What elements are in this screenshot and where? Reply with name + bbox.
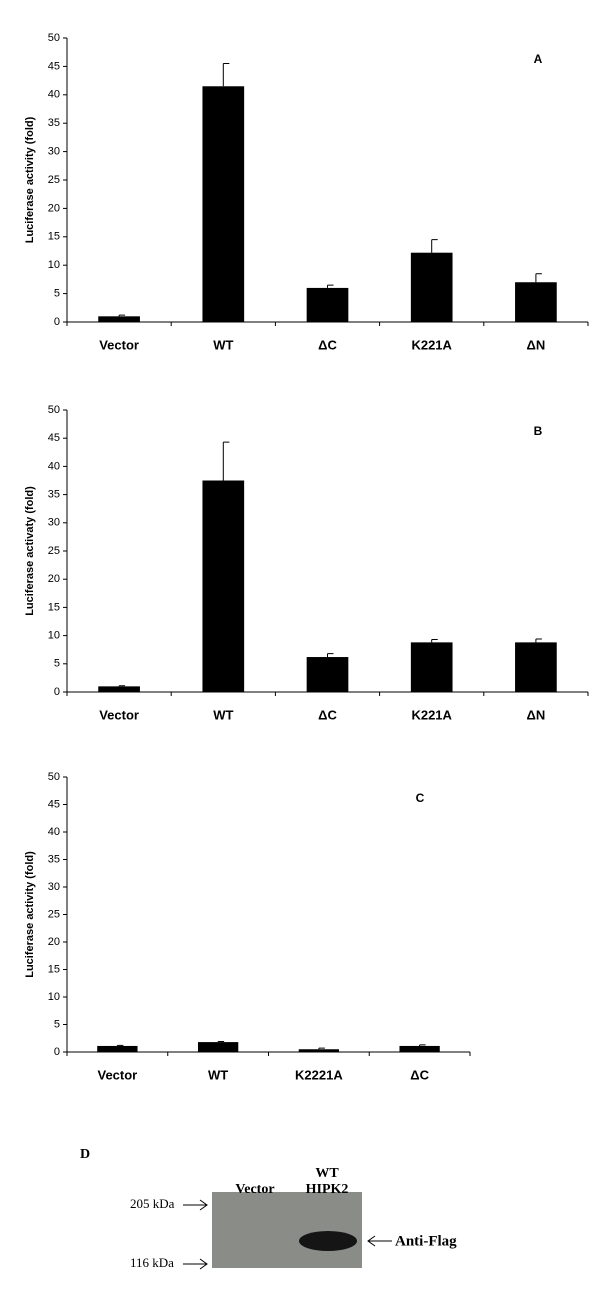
blot-image: [212, 1192, 362, 1268]
bar: [197, 1042, 239, 1052]
y-tick-label: 25: [48, 174, 60, 186]
x-tick-label: Vector: [98, 1067, 138, 1082]
error-bar: [431, 639, 438, 643]
x-tick-label: ΔC: [318, 707, 337, 722]
arrow: [183, 1199, 208, 1211]
y-tick-label: 40: [48, 460, 60, 472]
y-tick-label: 15: [48, 963, 60, 975]
y-tick-label: 10: [48, 630, 60, 642]
error-bar: [318, 1047, 325, 1050]
bar: [410, 642, 453, 692]
x-tick-label: WT: [213, 337, 233, 352]
bar: [515, 282, 557, 322]
y-tick-label: 25: [48, 545, 60, 557]
y-tick-label: 5: [54, 1018, 60, 1030]
blot-band: [299, 1231, 357, 1251]
error-bar: [116, 1044, 124, 1046]
y-tick-label: 40: [48, 826, 60, 838]
y-tick-label: 10: [48, 991, 60, 1003]
error-bar: [222, 441, 230, 481]
bar: [298, 1049, 340, 1052]
bar: [97, 1045, 138, 1052]
y-tick-label: 30: [48, 146, 60, 158]
y-tick-label: 0: [54, 316, 60, 328]
bar: [98, 316, 140, 322]
marker-label: 116 kDa: [130, 1255, 174, 1270]
y-tick-label: 5: [54, 288, 60, 300]
y-axis-label: Luciferase activaty (fold): [24, 486, 36, 616]
panel-label: D: [80, 1147, 90, 1162]
y-axis-label: Luciferase activity (fold): [24, 116, 36, 243]
y-tick-label: 35: [48, 489, 60, 501]
error-bar: [118, 685, 126, 687]
y-tick-label: 0: [54, 1046, 60, 1058]
y-tick-label: 10: [48, 259, 60, 271]
error-bar: [217, 1041, 225, 1043]
y-tick-label: 20: [48, 936, 60, 948]
bar: [202, 480, 245, 692]
error-bar: [535, 638, 542, 643]
error-bar: [327, 284, 334, 288]
error-bar: [535, 273, 542, 283]
x-tick-label: WT: [213, 707, 233, 722]
y-tick-label: 20: [48, 573, 60, 585]
y-tick-label: 20: [48, 202, 60, 214]
bar: [410, 252, 453, 322]
error-bar: [419, 1044, 426, 1046]
x-tick-label: Vector: [99, 337, 139, 352]
arrow: [367, 1235, 392, 1247]
y-tick-label: 50: [48, 32, 60, 44]
y-tick-label: 15: [48, 601, 60, 613]
x-tick-label: K221A: [411, 337, 452, 352]
x-tick-label: K2221A: [295, 1067, 343, 1082]
y-tick-label: 0: [54, 686, 60, 698]
y-tick-label: 35: [48, 117, 60, 129]
x-tick-label: WT: [208, 1067, 228, 1082]
bar: [399, 1045, 440, 1052]
panel-label: B: [534, 424, 543, 438]
x-tick-label: ΔN: [527, 337, 546, 352]
y-tick-label: 40: [48, 89, 60, 101]
bar: [306, 287, 349, 322]
error-bar: [431, 239, 438, 253]
error-bar: [222, 63, 230, 87]
panel-label: C: [416, 791, 425, 805]
y-axis-label: Luciferase activity (fold): [24, 851, 36, 978]
bar: [202, 86, 245, 322]
y-tick-label: 25: [48, 908, 60, 920]
y-tick-label: 45: [48, 432, 60, 444]
error-bar: [118, 314, 126, 317]
y-tick-label: 15: [48, 231, 60, 243]
arrow: [183, 1258, 208, 1270]
bar: [98, 686, 140, 692]
antibody-label: Anti-Flag: [395, 1233, 457, 1249]
x-tick-label: Vector: [99, 707, 139, 722]
x-tick-label: K221A: [411, 707, 452, 722]
y-tick-label: 45: [48, 798, 60, 810]
y-tick-label: 35: [48, 853, 60, 865]
y-tick-label: 30: [48, 881, 60, 893]
y-tick-label: 5: [54, 658, 60, 670]
x-tick-label: ΔC: [410, 1067, 429, 1082]
y-tick-label: 45: [48, 60, 60, 72]
lane-label: WT: [315, 1166, 339, 1181]
x-tick-label: ΔN: [527, 707, 546, 722]
y-tick-label: 50: [48, 771, 60, 783]
bar: [306, 657, 349, 692]
lane-label: Vector: [235, 1182, 274, 1197]
lane-label: HIPK2: [306, 1182, 349, 1197]
y-tick-label: 50: [48, 404, 60, 416]
x-tick-label: ΔC: [318, 337, 337, 352]
y-tick-label: 30: [48, 517, 60, 529]
error-bar: [327, 653, 334, 658]
panel-label: A: [534, 52, 543, 66]
bar: [515, 642, 557, 692]
marker-label: 205 kDa: [130, 1196, 175, 1211]
